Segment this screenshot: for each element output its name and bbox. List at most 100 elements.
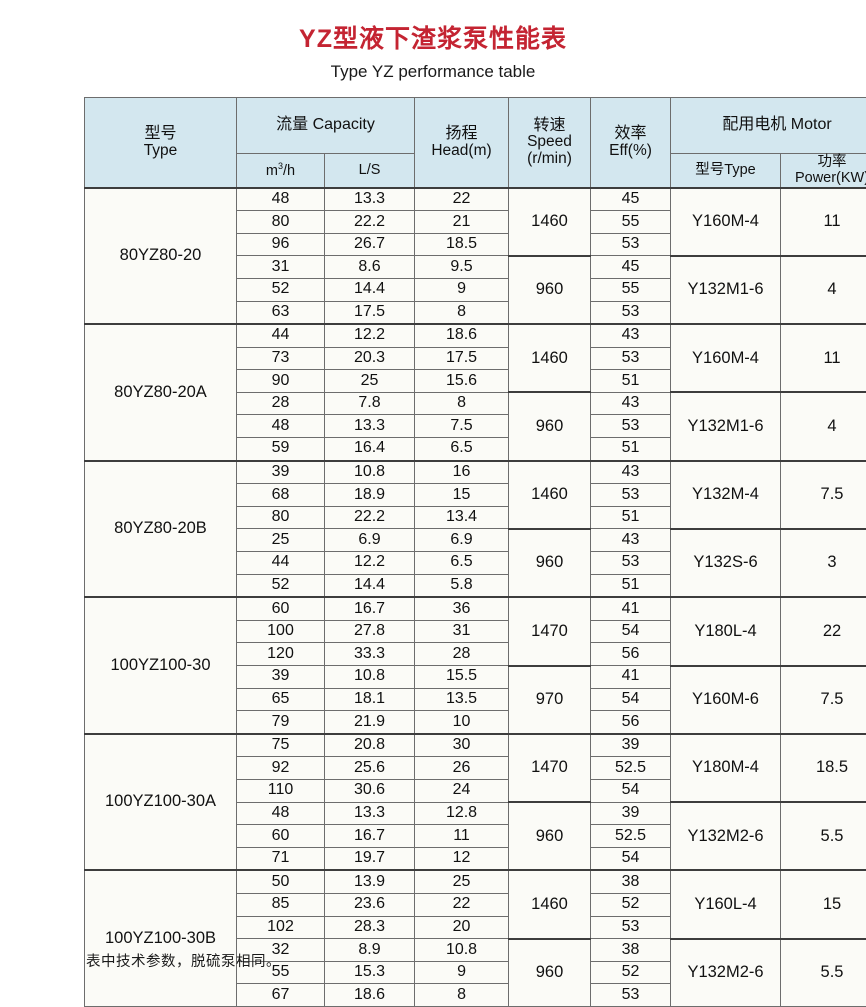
cell-capacity-m3h: 44 [237, 552, 325, 575]
cell-capacity-ls: 18.6 [325, 984, 415, 1007]
header-row-1: 型号 Type 流量 Capacity 扬程 Head(m) 转速 Speed … [85, 98, 866, 154]
column-header-capacity-m3h: m3/h [237, 154, 325, 188]
cell-capacity-m3h: 102 [237, 916, 325, 939]
cell-motor-power: 11 [781, 324, 866, 392]
cell-head: 15 [415, 484, 509, 507]
cell-capacity-m3h: 85 [237, 893, 325, 916]
cell-capacity-m3h: 110 [237, 779, 325, 802]
column-header-head-cn: 扬程 [415, 126, 508, 143]
column-header-motor-type: 型号Type [671, 154, 781, 188]
cell-capacity-ls: 8.9 [325, 939, 415, 962]
cell-efficiency: 53 [591, 347, 671, 370]
cell-capacity-ls: 21.9 [325, 711, 415, 734]
cell-efficiency: 43 [591, 529, 671, 552]
cell-head: 28 [415, 643, 509, 666]
cell-capacity-ls: 33.3 [325, 643, 415, 666]
cell-speed: 1460 [509, 870, 591, 938]
cell-efficiency: 54 [591, 779, 671, 802]
cell-efficiency: 41 [591, 666, 671, 689]
cell-capacity-ls: 30.6 [325, 779, 415, 802]
cell-capacity-m3h: 100 [237, 620, 325, 643]
cell-efficiency: 52.5 [591, 757, 671, 780]
cell-efficiency: 38 [591, 939, 671, 962]
cell-speed: 1460 [509, 188, 591, 256]
cell-capacity-m3h: 44 [237, 324, 325, 347]
column-header-speed-unit: (r/min) [509, 151, 590, 167]
cell-capacity-m3h: 48 [237, 188, 325, 211]
cell-capacity-m3h: 65 [237, 688, 325, 711]
cell-head: 10.8 [415, 939, 509, 962]
cell-pump-type: 100YZ100-30 [85, 597, 237, 734]
cell-efficiency: 51 [591, 370, 671, 393]
page-title: YZ型液下渣浆泵性能表 [0, 26, 866, 54]
cell-speed: 960 [509, 392, 591, 460]
cell-head: 15.6 [415, 370, 509, 393]
cell-motor-type: Y160M-4 [671, 324, 781, 392]
cell-head: 6.5 [415, 552, 509, 575]
cell-capacity-m3h: 80 [237, 211, 325, 234]
cell-capacity-ls: 27.8 [325, 620, 415, 643]
cell-speed: 1470 [509, 734, 591, 802]
column-header-eff-cn: 效率 [591, 126, 670, 143]
cell-motor-type: Y132M1-6 [671, 392, 781, 460]
performance-table-wrapper: 型号 Type 流量 Capacity 扬程 Head(m) 转速 Speed … [84, 97, 783, 1007]
cell-capacity-m3h: 60 [237, 597, 325, 620]
cell-motor-power: 4 [781, 392, 866, 460]
cell-head: 13.4 [415, 506, 509, 529]
column-header-type-en: Type [85, 143, 236, 159]
cell-head: 15.5 [415, 666, 509, 689]
column-header-motor-type-label: 型号Type [695, 162, 755, 178]
cell-capacity-m3h: 31 [237, 256, 325, 279]
cell-efficiency: 53 [591, 301, 671, 324]
cell-head: 12 [415, 847, 509, 870]
column-header-motor-label: 配用电机 Motor [671, 117, 866, 134]
cell-speed: 960 [509, 939, 591, 1007]
cell-capacity-m3h: 28 [237, 392, 325, 415]
cell-efficiency: 43 [591, 392, 671, 415]
page-subtitle: Type YZ performance table [0, 63, 866, 82]
cell-head: 30 [415, 734, 509, 757]
column-header-efficiency: 效率 Eff(%) [591, 98, 671, 188]
cell-motor-type: Y132M-4 [671, 461, 781, 529]
cell-head: 17.5 [415, 347, 509, 370]
cell-capacity-ls: 23.6 [325, 893, 415, 916]
title-block: YZ型液下渣浆泵性能表 Type YZ performance table [0, 0, 866, 81]
cell-motor-power: 5.5 [781, 939, 866, 1007]
cell-capacity-ls: 16.7 [325, 825, 415, 848]
cell-capacity-m3h: 68 [237, 484, 325, 507]
cell-capacity-ls: 12.2 [325, 324, 415, 347]
cell-capacity-m3h: 73 [237, 347, 325, 370]
cell-capacity-ls: 7.8 [325, 392, 415, 415]
cell-head: 5.8 [415, 574, 509, 597]
cell-capacity-m3h: 96 [237, 233, 325, 256]
cell-pump-type: 80YZ80-20 [85, 188, 237, 325]
column-header-head: 扬程 Head(m) [415, 98, 509, 188]
cell-head: 12.8 [415, 802, 509, 825]
cell-head: 18.6 [415, 324, 509, 347]
cell-capacity-ls: 8.6 [325, 256, 415, 279]
cell-efficiency: 53 [591, 984, 671, 1007]
cell-efficiency: 54 [591, 620, 671, 643]
unit-per-hour: /h [283, 163, 295, 179]
cell-efficiency: 51 [591, 506, 671, 529]
cell-capacity-ls: 26.7 [325, 233, 415, 256]
cell-capacity-m3h: 120 [237, 643, 325, 666]
column-header-capacity-label: 流量 Capacity [237, 117, 414, 134]
cell-head: 9 [415, 961, 509, 984]
cell-head: 11 [415, 825, 509, 848]
cell-capacity-ls: 20.8 [325, 734, 415, 757]
cell-capacity-m3h: 25 [237, 529, 325, 552]
column-header-speed: 转速 Speed (r/min) [509, 98, 591, 188]
cell-efficiency: 52 [591, 961, 671, 984]
cell-capacity-m3h: 50 [237, 870, 325, 893]
cell-capacity-m3h: 39 [237, 666, 325, 689]
cell-efficiency: 56 [591, 711, 671, 734]
cell-motor-power: 22 [781, 597, 866, 665]
cell-capacity-ls: 22.2 [325, 211, 415, 234]
table-header: 型号 Type 流量 Capacity 扬程 Head(m) 转速 Speed … [85, 98, 866, 188]
cell-motor-type: Y132M2-6 [671, 939, 781, 1007]
cell-motor-power: 5.5 [781, 802, 866, 870]
column-header-type-cn: 型号 [85, 126, 236, 143]
cell-capacity-ls: 10.8 [325, 461, 415, 484]
cell-capacity-ls: 14.4 [325, 278, 415, 301]
